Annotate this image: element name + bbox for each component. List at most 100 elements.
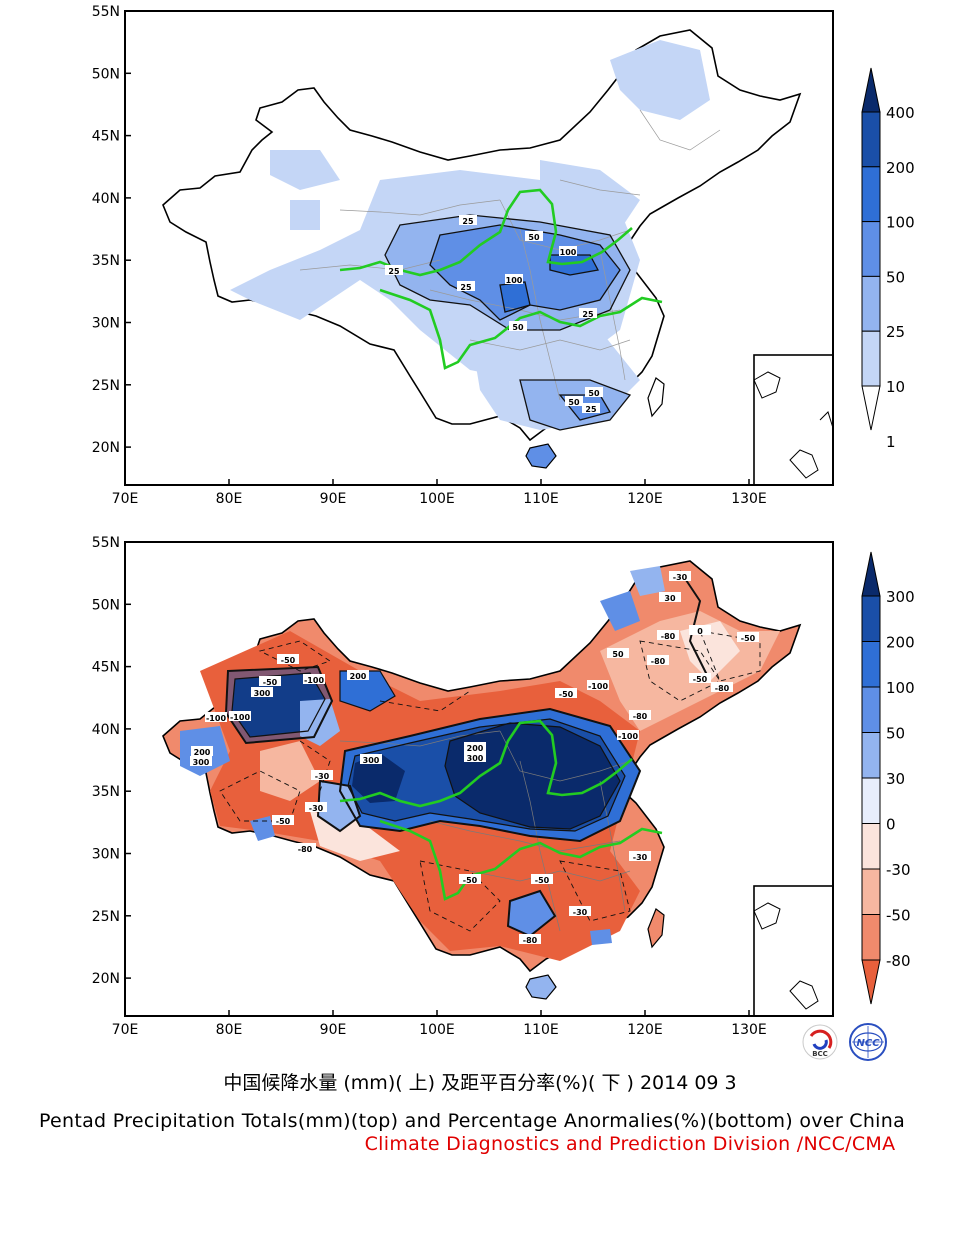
contour-label-bg	[711, 682, 733, 692]
colorbar-label: -80	[886, 952, 911, 970]
lat-label: 20N	[92, 971, 120, 987]
colorbar-label: 30	[886, 770, 905, 788]
hainan-island	[525, 443, 557, 469]
lon-label: 130E	[731, 491, 767, 507]
contour-label: -100	[206, 714, 226, 723]
contour-label-bg	[689, 673, 711, 683]
contour-label-bg	[205, 712, 227, 722]
top-precip-map: 25 50 100 100 25 50 25 25 50 25 50 55N 50N 45N 40N 35N…	[92, 4, 834, 507]
south-china-sea-inset-bottom	[753, 885, 833, 1016]
contour-label: -50	[263, 678, 278, 687]
lon-label: 110E	[523, 491, 559, 507]
contour-label: -30	[633, 853, 648, 862]
colorbar-label: 400	[886, 104, 915, 122]
contour-label-bg	[464, 752, 486, 762]
contour-label-bg	[659, 592, 681, 602]
contour-label-bg	[587, 680, 609, 690]
contour-label: 50	[512, 323, 524, 332]
contour-label: 300	[254, 689, 271, 698]
colorbar-label: 10	[886, 378, 905, 396]
colorbar-cell	[861, 686, 881, 733]
contour-label: 50	[588, 389, 600, 398]
contour-label-bg	[464, 742, 486, 752]
lat-label: 40N	[92, 191, 120, 207]
contour-label-bg	[565, 396, 583, 406]
colorbar-label: -50	[886, 907, 911, 925]
lat-label: 25N	[92, 909, 120, 925]
colorbar-cell	[861, 641, 881, 688]
contour-label: 25	[460, 283, 472, 292]
contour-label: 30	[664, 594, 676, 603]
hainan-island-bottom	[525, 974, 557, 1000]
lat-label: 45N	[92, 660, 120, 676]
contour-label-bg	[251, 687, 273, 697]
lon-label: 80E	[216, 1022, 243, 1038]
contour-label: -80	[715, 684, 730, 693]
contour-label-bg	[272, 815, 294, 825]
bottom-lon-axis: 70E 80E 90E 100E 110E 120E 130E	[112, 1010, 767, 1038]
contour-label: -100	[230, 713, 250, 722]
contour-label: -30	[309, 804, 324, 813]
dashed-contours	[219, 630, 761, 932]
contour-label: -50	[559, 690, 574, 699]
contour-label-bg	[191, 746, 213, 756]
caption-english: Pentad Precipitation Totals(mm)(top) and…	[38, 1110, 906, 1132]
colorbar-label: 25	[886, 323, 905, 341]
colorbar-cell	[861, 111, 881, 168]
contour-label-bg	[525, 231, 543, 241]
colorbar-label: 0	[886, 816, 896, 834]
colorbar-label: 50	[886, 725, 905, 743]
contour-label-bg	[585, 387, 603, 397]
contour-label-bg	[607, 648, 629, 658]
lon-label: 90E	[320, 491, 347, 507]
top-contour-labels: 25 50 100 100 25 50 25 25 50 25 50	[385, 215, 603, 414]
svg-text:NCC: NCC	[856, 1038, 880, 1049]
contour-label: 300	[193, 758, 210, 767]
caption-credit: Climate Diagnostics and Prediction Divis…	[364, 1133, 896, 1155]
lon-label: 100E	[419, 491, 455, 507]
svg-text:BCC: BCC	[812, 1050, 828, 1058]
lon-label: 80E	[216, 491, 243, 507]
contour-label-bg	[277, 654, 299, 664]
lat-label: 55N	[92, 4, 120, 20]
contour-label: -80	[523, 936, 538, 945]
colorbar-top-arrow	[861, 551, 881, 597]
taiwan-island-bottom	[647, 908, 665, 949]
lat-label: 30N	[92, 847, 120, 863]
contour-label-bg	[582, 403, 600, 413]
contour-label: -80	[633, 712, 648, 721]
contour-label: -80	[298, 845, 313, 854]
contour-label-bg	[629, 710, 651, 720]
contour-label: 200	[467, 744, 484, 753]
contour-label: 100	[560, 248, 577, 257]
south-china-sea-inset	[753, 354, 833, 485]
contour-label-bg	[519, 934, 541, 944]
colorbar-cell	[861, 595, 881, 642]
ncc-logo: NCC	[849, 1023, 887, 1061]
colorbar-bottom-arrow	[861, 385, 881, 431]
colorbar-cell	[861, 330, 881, 387]
lat-label: 35N	[92, 253, 120, 269]
contour-label-bg	[311, 770, 333, 780]
contour-label: -50	[693, 675, 708, 684]
contour-label-bg	[229, 711, 251, 721]
contour-label: 300	[363, 756, 380, 765]
colorbar-top-arrow	[861, 67, 881, 113]
contour-label-bg	[629, 851, 651, 861]
contour-label-bg	[579, 308, 597, 318]
bottom-anomaly-map: -50-100 200300-100-50200300-100-302003003…	[92, 535, 834, 1038]
lat-label: 30N	[92, 316, 120, 332]
colorbar-cell	[861, 823, 881, 870]
lon-label: 100E	[419, 1022, 455, 1038]
contour-label-bg	[259, 676, 281, 686]
contour-label: 25	[582, 310, 594, 319]
lon-label: 70E	[112, 1022, 139, 1038]
lat-label: 20N	[92, 440, 120, 456]
bottom-lat-axis: 55N 50N 45N 40N 35N 30N 25N 20N	[92, 535, 131, 987]
contour-label-bg	[347, 670, 369, 680]
contour-label-bg	[459, 215, 477, 225]
lon-label: 110E	[523, 1022, 559, 1038]
contour-label-bg	[555, 688, 577, 698]
